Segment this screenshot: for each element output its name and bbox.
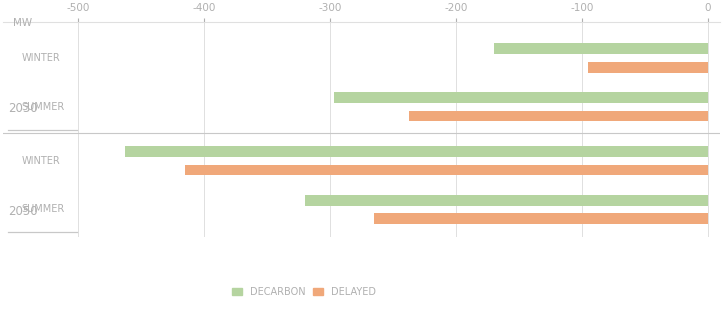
Bar	[374, 213, 708, 224]
Bar	[334, 92, 708, 103]
Bar	[409, 111, 708, 121]
Text: WINTER: WINTER	[22, 53, 61, 63]
Text: WINTER: WINTER	[22, 156, 61, 166]
Text: MW: MW	[13, 18, 32, 28]
Text: 2050: 2050	[8, 205, 38, 217]
Legend: DECARBON, DELAYED: DECARBON, DELAYED	[232, 287, 376, 297]
Bar	[185, 164, 708, 175]
Bar	[494, 43, 708, 54]
Bar	[588, 62, 708, 73]
Bar	[125, 146, 708, 157]
Text: 2030: 2030	[8, 102, 38, 115]
Bar	[305, 195, 708, 206]
Text: SUMMER: SUMMER	[22, 204, 65, 215]
Text: SUMMER: SUMMER	[22, 102, 65, 112]
